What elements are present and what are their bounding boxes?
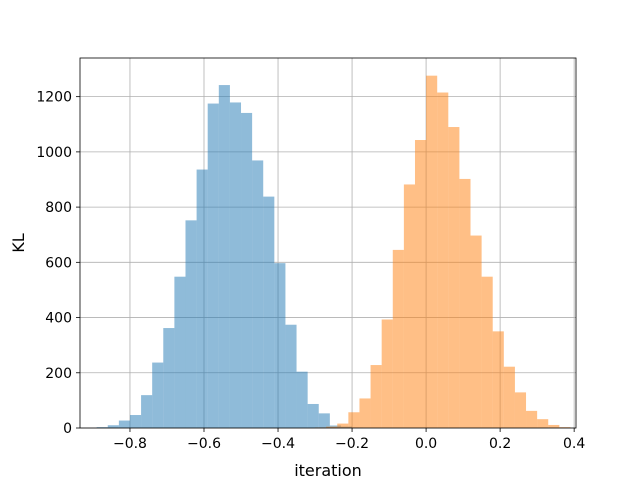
histogram-bar-series-2 <box>393 250 404 428</box>
histogram-bar-series-1 <box>163 328 174 428</box>
histogram-bar-series-2 <box>348 412 359 428</box>
y-tick-label: 600 <box>45 255 72 271</box>
histogram-bar-series-2 <box>515 392 526 428</box>
histogram-bar-series-2 <box>526 411 537 428</box>
y-tick-label: 1200 <box>36 90 72 106</box>
x-tick-label: −0.4 <box>261 436 295 452</box>
x-axis-ticks: −0.8 −0.6 −0.4 −0.2 0.0 0.2 0.4 <box>113 428 585 452</box>
histogram-bar-series-2 <box>493 331 504 428</box>
histogram-bar-series-2 <box>337 424 348 428</box>
histogram-bar-series-1 <box>219 85 230 428</box>
histogram-bar-series-1 <box>130 415 141 428</box>
histogram-bar-series-1 <box>185 220 196 428</box>
histogram-bar-series-1 <box>274 263 285 428</box>
histogram-bar-series-1 <box>308 404 319 428</box>
x-axis-label: iteration <box>294 461 362 480</box>
histogram-bar-series-1 <box>263 197 274 428</box>
histogram-bar-series-1 <box>208 104 219 428</box>
histogram-bar-series-2 <box>537 419 548 428</box>
histogram-bar-series-1 <box>285 325 296 428</box>
histogram-bar-series-2 <box>504 367 515 428</box>
histogram-bar-series-1 <box>119 421 130 428</box>
histogram-bar-series-2 <box>482 277 493 428</box>
y-axis-label: KL <box>9 233 28 252</box>
x-tick-label: 0.4 <box>563 436 585 452</box>
histogram-bar-series-2 <box>471 236 482 428</box>
histogram-bar-series-2 <box>404 184 415 428</box>
x-tick-label: 0.0 <box>415 436 437 452</box>
y-axis-ticks: 0 200 400 600 800 1000 1200 <box>36 90 80 437</box>
histogram-bar-series-2 <box>359 398 370 428</box>
x-tick-label: −0.6 <box>187 436 221 452</box>
histogram-bar-series-1 <box>174 277 185 428</box>
histogram-bar-series-1 <box>230 102 241 428</box>
histogram-bar-series-1 <box>197 170 208 428</box>
y-tick-label: 200 <box>45 366 72 382</box>
histogram-bar-series-1 <box>319 413 330 428</box>
histogram-bar-series-1 <box>241 113 252 428</box>
y-tick-label: 0 <box>63 421 72 437</box>
histogram-bar-series-2 <box>437 93 448 428</box>
histogram-bar-series-2 <box>382 319 393 428</box>
histogram-bar-series-2 <box>415 140 426 428</box>
histogram-bar-series-1 <box>297 372 308 428</box>
histogram-bar-series-2 <box>448 127 459 428</box>
y-tick-label: 800 <box>45 200 72 216</box>
histogram-bar-series-2 <box>459 179 470 428</box>
y-tick-label: 1000 <box>36 145 72 161</box>
y-tick-label: 400 <box>45 311 72 327</box>
x-tick-label: −0.8 <box>113 436 147 452</box>
x-tick-label: −0.2 <box>335 436 369 452</box>
bars <box>97 76 571 428</box>
histogram-bar-series-1 <box>141 395 152 428</box>
histogram-bar-series-1 <box>108 425 119 428</box>
x-tick-label: 0.2 <box>489 436 511 452</box>
histogram-bar-series-2 <box>548 425 559 428</box>
histogram-bar-series-2 <box>371 365 382 428</box>
histogram-bar-series-1 <box>252 160 263 428</box>
histogram-bar-series-2 <box>426 76 437 428</box>
histogram-bar-series-1 <box>152 363 163 428</box>
